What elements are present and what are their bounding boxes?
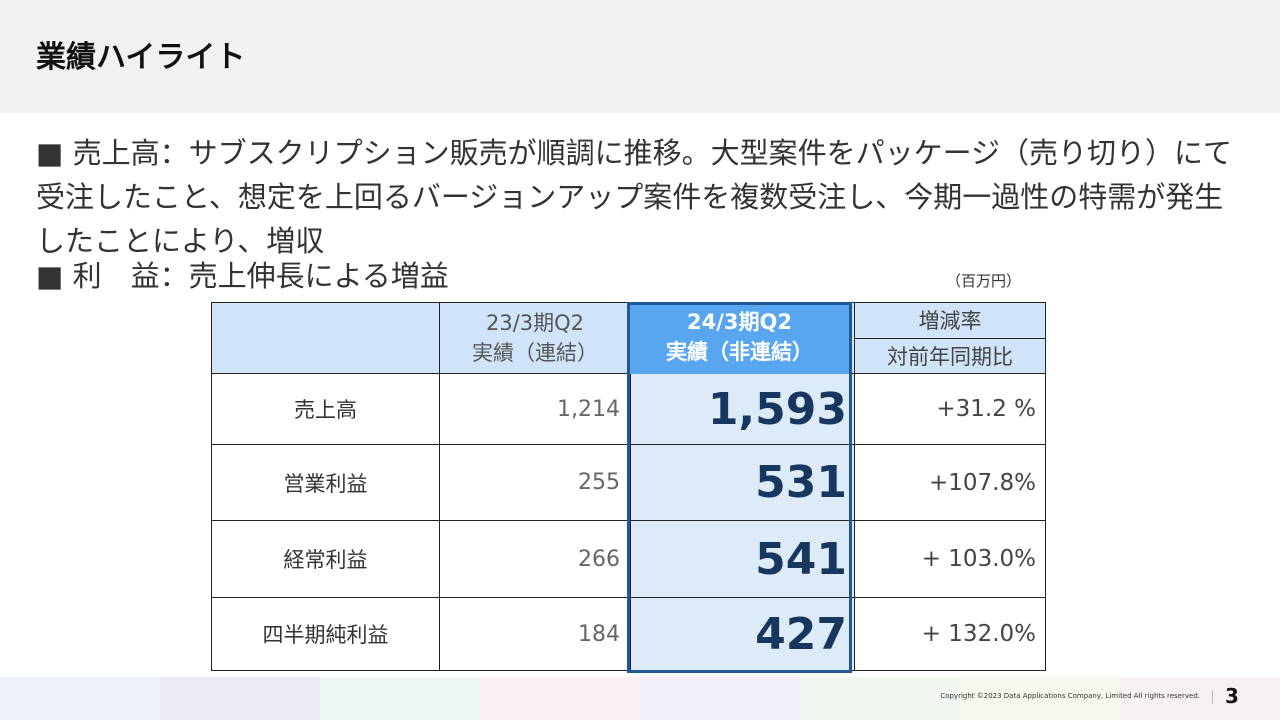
footer-color-block	[480, 677, 640, 720]
footer-color-block	[640, 677, 800, 720]
prev-value: 266	[439, 520, 631, 598]
row-label: 四半期純利益	[211, 597, 440, 671]
table-row: 四半期純利益 184 427 + 132.0%	[211, 597, 1046, 671]
cur-value: 427	[630, 597, 855, 671]
table-row: 経常利益 266 541 + 103.0%	[211, 520, 1046, 598]
results-table: 23/3期Q2 実績（連結） 増減率 対前年同期比 売上高 1,214 1,59…	[211, 302, 1046, 671]
prev-value: 184	[439, 597, 631, 671]
header-rate-sub: 対前年同期比	[854, 337, 1046, 374]
row-label: 営業利益	[211, 444, 440, 521]
prev-value: 255	[439, 444, 631, 521]
header-prev-line1: 23/3期Q2	[485, 311, 585, 335]
cur-value: 531	[630, 444, 855, 521]
footer-color-block	[800, 677, 960, 720]
footer-color-block	[1120, 677, 1280, 720]
table-row: 営業利益 255 531 +107.8%	[211, 444, 1046, 521]
header-blank-cell	[211, 302, 440, 374]
bullet-profit: ■ 利 益：売上伸長による増益	[36, 259, 449, 293]
prev-value: 1,214	[439, 373, 631, 445]
header-rate: 増減率	[854, 302, 1046, 339]
rate-value: +31.2 %	[854, 373, 1046, 445]
footer-color-block	[160, 677, 320, 720]
header-cur-line1: 24/3期Q2	[687, 310, 792, 334]
table-header-row-2: 対前年同期比	[212, 337, 1046, 374]
footer-color-block	[320, 677, 480, 720]
footer-color-block	[960, 677, 1120, 720]
header-cur-line2: 実績（非連結）	[666, 340, 813, 364]
slide-title: 業績ハイライト	[36, 40, 246, 75]
page-number: 3	[1225, 684, 1239, 708]
slide-header-bar	[0, 0, 1280, 113]
copyright-text: Copyright ©2023 Data Applications Compan…	[940, 692, 1200, 700]
unit-label: （百万円）	[946, 272, 1022, 290]
rate-value: + 103.0%	[854, 520, 1046, 598]
footer-divider	[1212, 690, 1213, 704]
row-label: 売上高	[211, 373, 440, 445]
row-label: 経常利益	[211, 520, 440, 598]
header-prev-line2: 実績（連結）	[472, 341, 598, 365]
header-cur-period: 24/3期Q2 実績（非連結）	[628, 302, 851, 374]
footer-color-strip	[0, 677, 1280, 720]
bullet-revenue: ■ 売上高：サブスクリプション販売が順調に推移。大型案件をパッケージ（売り切り）…	[36, 136, 1233, 258]
header-prev-period: 23/3期Q2 実績（連結）	[439, 302, 631, 374]
table-row: 売上高 1,214 1,593 +31.2 %	[211, 373, 1046, 445]
footer-color-block	[0, 677, 160, 720]
rate-value: + 132.0%	[854, 597, 1046, 671]
rate-value: +107.8%	[854, 444, 1046, 521]
cur-value: 541	[630, 520, 855, 598]
cur-value: 1,593	[630, 373, 855, 445]
